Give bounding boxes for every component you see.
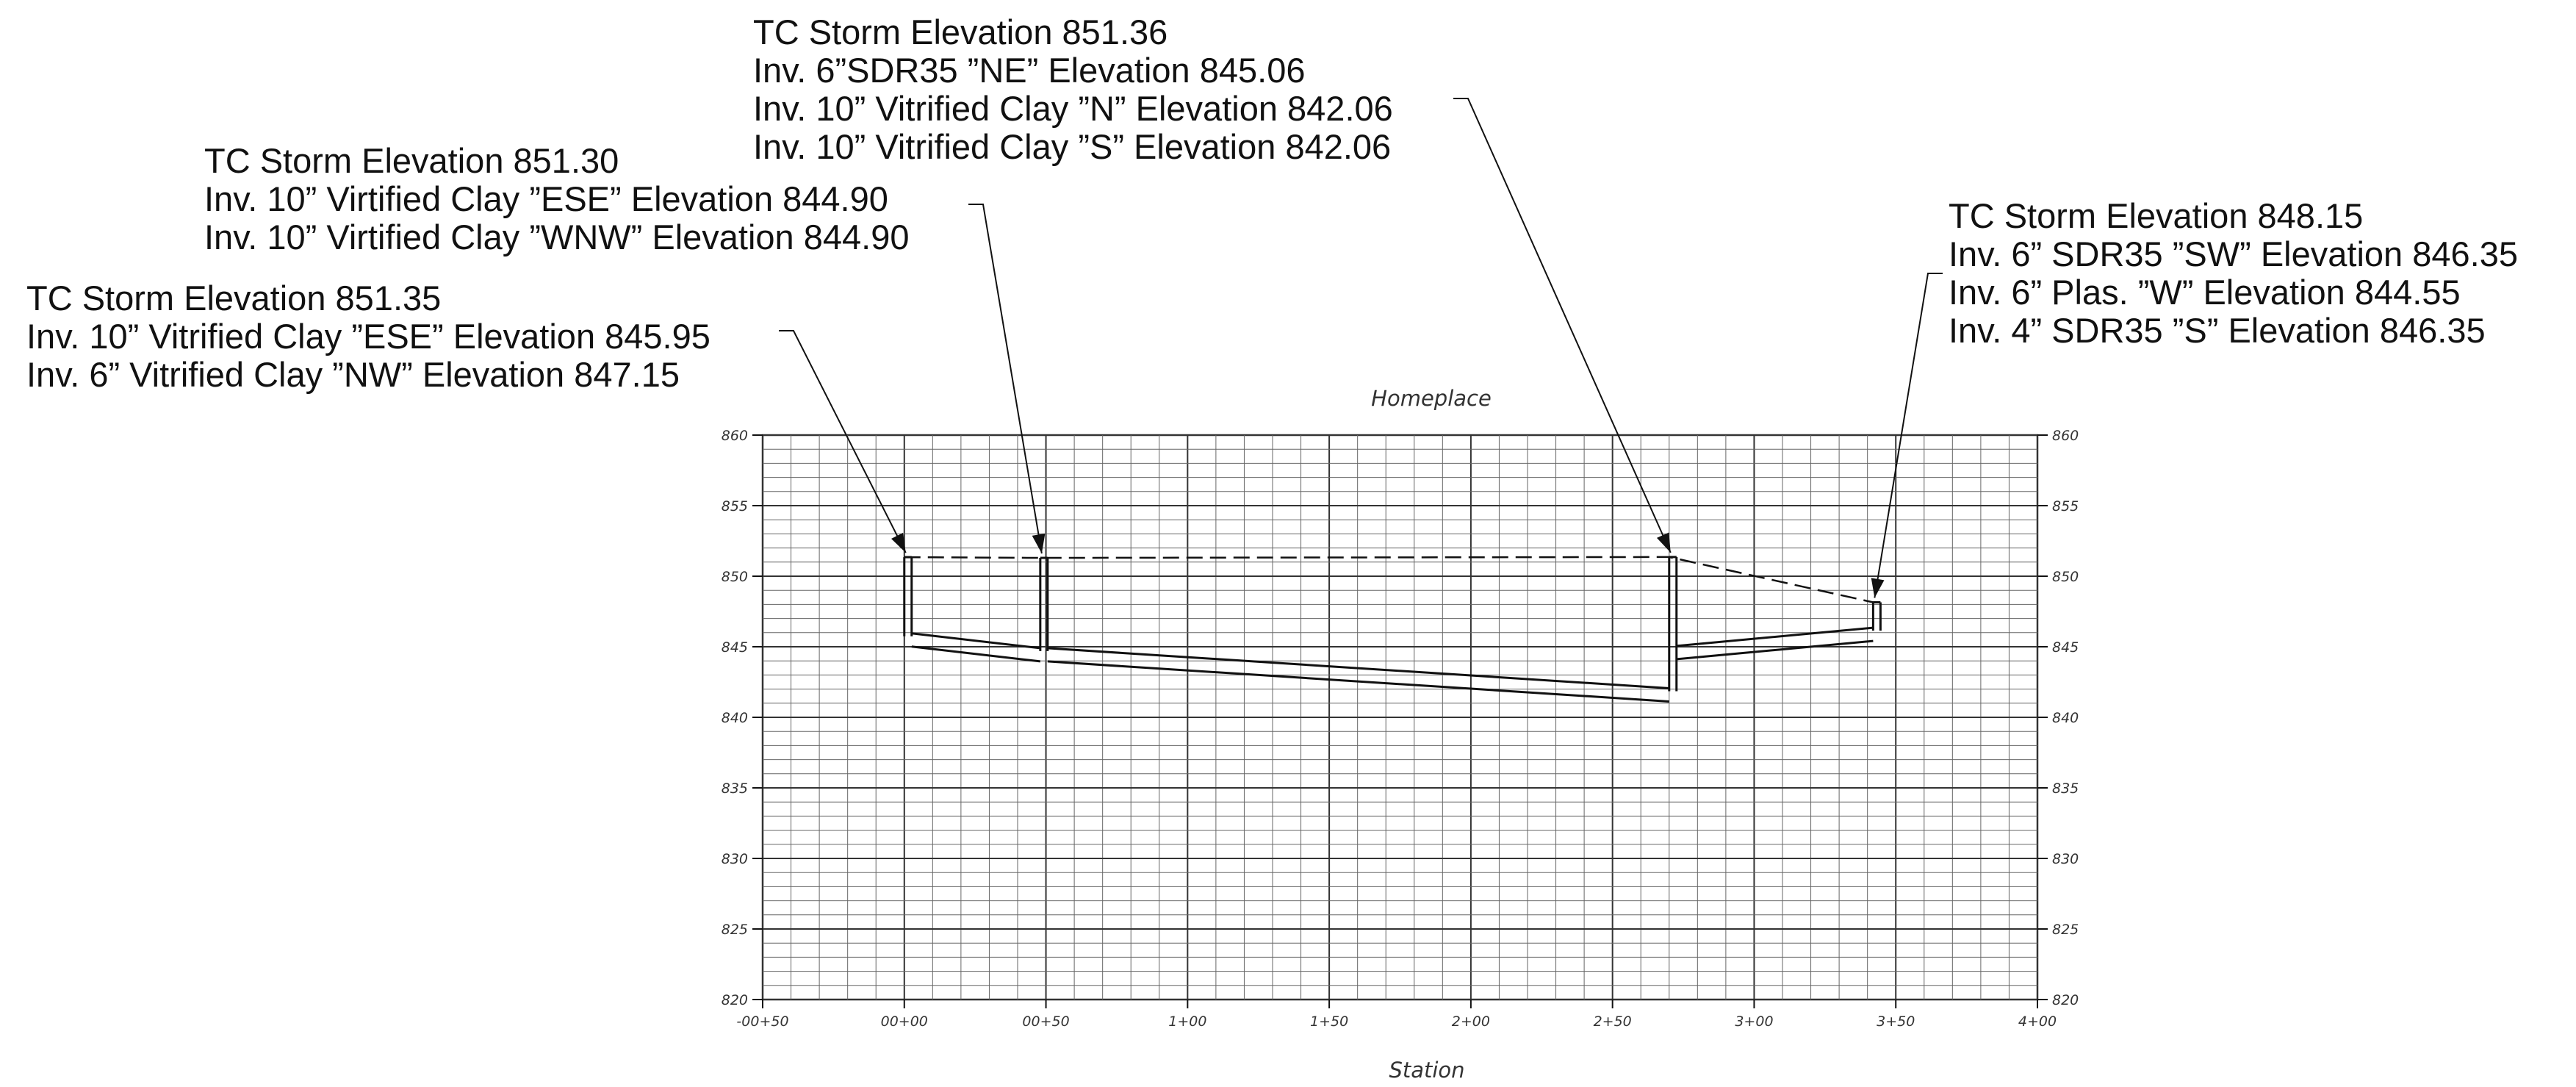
- pipe-crown: [912, 634, 1040, 648]
- x-tick-label: 4+00: [2018, 1014, 2057, 1030]
- manhole-structure: [904, 557, 912, 636]
- callout-invert-line: Inv. 6” Vitrified Clay ”NW” Elevation 84…: [26, 355, 680, 394]
- ground-surface-line: [904, 557, 1874, 603]
- y-tick-label-left: 845: [722, 639, 748, 656]
- pipe-profile: [904, 557, 1881, 702]
- x-axis-title: Station: [1389, 1058, 1464, 1083]
- arrowhead-icon: [1871, 578, 1885, 598]
- callout-title: TC Storm Elevation 851.30: [204, 141, 619, 180]
- y-tick-label-right: 830: [2052, 851, 2079, 867]
- x-tick-label: 1+00: [1168, 1014, 1206, 1030]
- profile-axes: 860 860 855 855 850 850 845 845 840 840 835 835 830 8…: [722, 428, 2079, 1030]
- callout-leader: [968, 204, 1042, 553]
- x-tick-label: 3+50: [1877, 1014, 1915, 1030]
- y-tick-label-right: 825: [2052, 922, 2079, 938]
- callout-leader: [1453, 98, 1671, 553]
- x-tick-label: 2+50: [1594, 1014, 1632, 1030]
- arrowhead-icon: [1657, 532, 1671, 552]
- y-tick-label-left: 820: [722, 992, 748, 1008]
- y-tick-label-right: 855: [2052, 498, 2079, 514]
- y-tick-label-right: 845: [2052, 639, 2079, 656]
- y-tick-label-left: 835: [722, 781, 748, 797]
- y-tick-label-right: 860: [2052, 428, 2079, 444]
- callout-title: TC Storm Elevation 851.35: [26, 279, 441, 318]
- x-tick-label: 00+00: [881, 1014, 928, 1030]
- callout-title: TC Storm Elevation 848.15: [1949, 196, 2363, 235]
- callout-invert-line: Inv. 6”SDR35 ”NE” Elevation 845.06: [753, 51, 1306, 90]
- x-tick-label: -00+50: [736, 1014, 788, 1030]
- y-tick-label-right: 850: [2052, 569, 2079, 585]
- x-tick-label: 1+50: [1310, 1014, 1348, 1030]
- manhole-structure: [1873, 603, 1880, 631]
- y-tick-label-right: 820: [2052, 992, 2079, 1008]
- y-tick-label-right: 835: [2052, 781, 2079, 797]
- y-tick-label-left: 850: [722, 569, 748, 585]
- callout-invert-line: Inv. 10” Vitrified Clay ”N” Elevation 84…: [753, 89, 1393, 128]
- callout-title: TC Storm Elevation 851.36: [753, 12, 1168, 51]
- x-tick-label: 2+00: [1452, 1014, 1490, 1030]
- callout-invert-line: Inv. 10” Virtified Clay ”WNW” Elevation …: [204, 218, 910, 256]
- callout-invert-line: Inv. 6” Plas. ”W” Elevation 844.55: [1949, 273, 2461, 312]
- y-tick-label-left: 830: [722, 851, 748, 867]
- y-tick-label-left: 855: [722, 498, 748, 514]
- y-tick-label-left: 840: [722, 710, 748, 726]
- callout-invert-line: Inv. 10” Vitrified Clay ”ESE” Elevation …: [26, 317, 710, 356]
- y-tick-label-right: 840: [2052, 710, 2079, 726]
- pipe-invert: [912, 647, 1040, 661]
- callout-invert-line: Inv. 4” SDR35 ”S” Elevation 846.35: [1949, 311, 2486, 350]
- manhole-structure: [1669, 557, 1677, 692]
- y-tick-label-left: 825: [722, 922, 748, 938]
- x-tick-label: 3+00: [1735, 1014, 1773, 1030]
- x-tick-label: 00+50: [1022, 1014, 1069, 1030]
- callout-invert-line: Inv. 10” Vitrified Clay ”S” Elevation 84…: [753, 127, 1391, 166]
- arrowhead-icon: [1032, 534, 1046, 553]
- callout-invert-line: Inv. 6” SDR35 ”SW” Elevation 846.35: [1949, 234, 2518, 273]
- profile-grid: [763, 435, 2037, 1000]
- callout-invert-line: Inv. 10” Virtified Clay ”ESE” Elevation …: [204, 179, 888, 218]
- profile-title: Homeplace: [1371, 386, 1492, 411]
- y-tick-label-left: 860: [722, 428, 748, 444]
